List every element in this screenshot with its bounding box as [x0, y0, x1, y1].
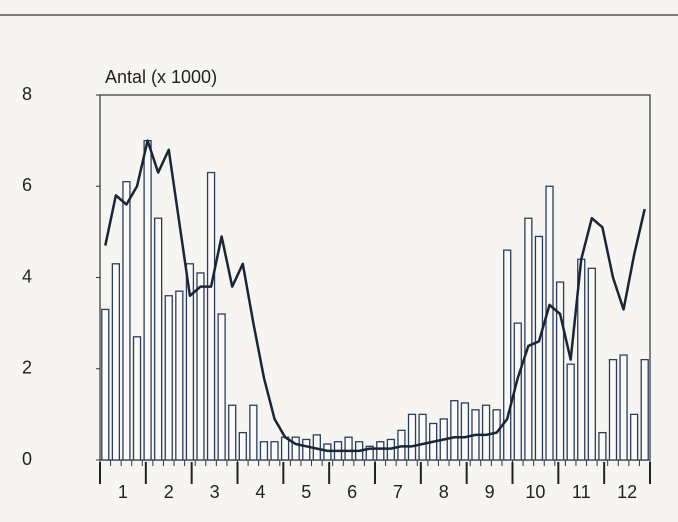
- bar: [175, 290, 184, 461]
- bar: [238, 431, 247, 461]
- bar: [101, 308, 110, 461]
- y-tick-label: 6: [22, 175, 32, 195]
- bar: [132, 336, 142, 461]
- bar: [418, 413, 427, 461]
- bar: [196, 272, 205, 461]
- bar: [555, 281, 565, 461]
- bar: [608, 358, 618, 461]
- bar: [154, 217, 163, 461]
- bar: [344, 436, 353, 461]
- month-label: 8: [439, 482, 449, 502]
- bar: [302, 438, 311, 461]
- bar: [217, 313, 226, 461]
- bar: [228, 404, 237, 461]
- month-label: 1: [118, 482, 128, 502]
- bar: [143, 139, 152, 461]
- month-label: 5: [301, 482, 311, 502]
- bar: [185, 263, 195, 461]
- month-label: 10: [525, 482, 545, 502]
- bar: [450, 400, 459, 461]
- month-label: 4: [255, 482, 265, 502]
- bar: [249, 404, 258, 461]
- month-label: 9: [485, 482, 495, 502]
- bar: [460, 402, 470, 461]
- bar: [164, 295, 173, 461]
- bar: [365, 445, 374, 461]
- bar: [640, 358, 649, 461]
- bar: [619, 354, 628, 461]
- bar: [566, 363, 575, 461]
- bar: [503, 249, 512, 461]
- month-label: 7: [393, 482, 403, 502]
- month-label: 12: [617, 482, 637, 502]
- month-label: 6: [347, 482, 357, 502]
- bar: [629, 413, 639, 461]
- y-tick-label: 8: [22, 84, 32, 104]
- bar: [270, 441, 279, 461]
- bar: [534, 235, 544, 461]
- bar: [376, 441, 385, 461]
- bar: [111, 263, 121, 461]
- month-label: 11: [572, 482, 591, 502]
- bar: [545, 185, 554, 461]
- bar: [598, 431, 607, 461]
- y-tick-label: 0: [22, 449, 32, 469]
- bar: [481, 404, 491, 461]
- month-label: 3: [210, 482, 220, 502]
- y-axis-label: Antal (x 1000): [105, 67, 217, 87]
- month-label: 2: [164, 482, 174, 502]
- bar: [122, 181, 131, 461]
- bar: [206, 171, 216, 461]
- y-tick-label: 4: [22, 266, 32, 286]
- bar: [291, 436, 300, 461]
- line: [104, 139, 646, 453]
- bar: [259, 441, 269, 461]
- bar: [524, 217, 533, 461]
- bar: [407, 413, 417, 461]
- y-tick-label: 2: [22, 358, 32, 378]
- bar: [492, 409, 501, 461]
- bar: [587, 267, 596, 461]
- bar: [280, 436, 290, 461]
